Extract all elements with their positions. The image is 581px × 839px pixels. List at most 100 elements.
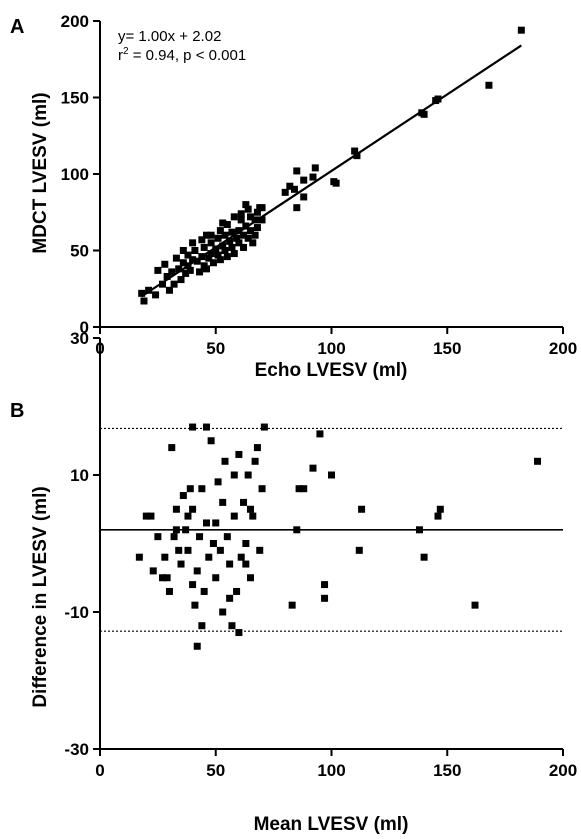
data-point bbox=[147, 512, 155, 520]
data-point bbox=[251, 457, 259, 465]
panel-a-ticks: 050100150200050100150200 bbox=[61, 12, 578, 358]
data-point bbox=[152, 291, 160, 299]
panel-b-marks bbox=[100, 423, 563, 650]
data-point bbox=[172, 254, 180, 262]
data-point bbox=[235, 239, 243, 247]
data-point bbox=[209, 259, 217, 267]
data-point bbox=[179, 492, 187, 500]
data-point bbox=[244, 205, 252, 213]
data-point bbox=[179, 259, 187, 267]
data-point bbox=[358, 505, 366, 513]
data-point bbox=[246, 213, 254, 221]
data-point bbox=[159, 574, 167, 582]
regression-stats-rest: = 0.94, p < 0.001 bbox=[129, 47, 247, 64]
data-point bbox=[193, 642, 201, 650]
data-point bbox=[240, 231, 248, 239]
data-point bbox=[253, 224, 261, 232]
panel-b-x-tick-label: 200 bbox=[549, 761, 577, 780]
data-point bbox=[184, 251, 192, 259]
data-point bbox=[186, 266, 194, 274]
data-point bbox=[135, 553, 143, 561]
data-point bbox=[251, 231, 259, 239]
data-point bbox=[154, 533, 162, 541]
data-point bbox=[293, 526, 301, 534]
data-point bbox=[226, 560, 234, 568]
data-point bbox=[242, 540, 250, 547]
regression-equation: y= 1.00x + 2.02 bbox=[118, 28, 221, 45]
data-point bbox=[420, 553, 428, 561]
data-point bbox=[300, 485, 308, 493]
data-point bbox=[300, 176, 308, 184]
data-point bbox=[332, 179, 340, 187]
data-point bbox=[420, 110, 428, 118]
data-point bbox=[175, 265, 183, 273]
data-point bbox=[226, 594, 234, 602]
data-point bbox=[233, 234, 241, 242]
data-point bbox=[242, 222, 250, 230]
panel-a-y-axis-title: MDCT LVESV (ml) bbox=[30, 92, 51, 253]
panel-a-y-tick-label: 100 bbox=[61, 165, 89, 184]
data-point bbox=[219, 608, 227, 616]
data-point bbox=[223, 220, 231, 228]
data-point bbox=[290, 185, 298, 193]
data-point bbox=[165, 286, 173, 294]
panel-a-marks bbox=[138, 26, 525, 305]
data-point bbox=[288, 601, 296, 609]
data-point bbox=[221, 457, 229, 465]
data-point bbox=[159, 280, 167, 288]
data-point bbox=[309, 464, 317, 472]
panel-a-x-axis-title: Echo LVESV (ml) bbox=[255, 360, 408, 381]
data-point bbox=[207, 239, 215, 247]
panel-a-axes bbox=[99, 21, 563, 328]
panel-a-label: A bbox=[10, 16, 24, 38]
data-point bbox=[184, 546, 192, 554]
data-point bbox=[202, 423, 210, 431]
panel-a-y-tick-label: 200 bbox=[61, 12, 89, 31]
data-point bbox=[219, 498, 227, 506]
panel-b-ticks: 0 50 100 150 200 -30 -10 10 30 bbox=[64, 329, 577, 780]
data-point bbox=[138, 289, 146, 297]
panel-a-y-tick-label: 0 bbox=[80, 318, 89, 337]
data-point bbox=[163, 574, 171, 582]
data-point bbox=[212, 245, 220, 253]
data-point bbox=[235, 450, 243, 458]
data-point bbox=[235, 629, 243, 637]
panel-b: B 0 50 100 150 200 -30 -10 10 30 Mean LVESV (ml)… bbox=[10, 329, 577, 835]
data-point bbox=[237, 553, 245, 561]
data-point bbox=[242, 560, 250, 568]
data-point bbox=[230, 213, 238, 221]
panel-b-label: B bbox=[10, 400, 24, 422]
data-point bbox=[189, 581, 197, 589]
data-point bbox=[193, 257, 201, 265]
data-point bbox=[434, 512, 442, 520]
data-point bbox=[242, 201, 250, 209]
data-point bbox=[517, 26, 525, 34]
data-point bbox=[240, 243, 248, 251]
data-point bbox=[189, 423, 197, 431]
panel-b-y-tick-label: 30 bbox=[70, 329, 89, 348]
data-point bbox=[214, 478, 222, 486]
data-point bbox=[244, 471, 252, 479]
data-point bbox=[184, 512, 192, 520]
data-point bbox=[221, 231, 229, 239]
data-point bbox=[321, 581, 329, 589]
data-point bbox=[293, 167, 301, 175]
data-point bbox=[216, 256, 224, 264]
data-point bbox=[534, 457, 542, 465]
data-point bbox=[355, 546, 363, 554]
data-point bbox=[182, 269, 190, 277]
data-point bbox=[300, 193, 308, 201]
data-point bbox=[191, 247, 199, 254]
data-point bbox=[471, 601, 479, 609]
data-point bbox=[142, 512, 150, 520]
data-point bbox=[237, 216, 245, 224]
data-point bbox=[309, 173, 317, 181]
panel-a: A 050100150200050100150200 y= 1.00x + 2.… bbox=[10, 12, 577, 381]
data-point bbox=[244, 234, 252, 242]
data-point bbox=[228, 243, 236, 251]
data-point bbox=[251, 216, 259, 224]
data-point bbox=[286, 182, 294, 190]
data-point bbox=[246, 574, 254, 582]
data-point bbox=[221, 247, 229, 254]
